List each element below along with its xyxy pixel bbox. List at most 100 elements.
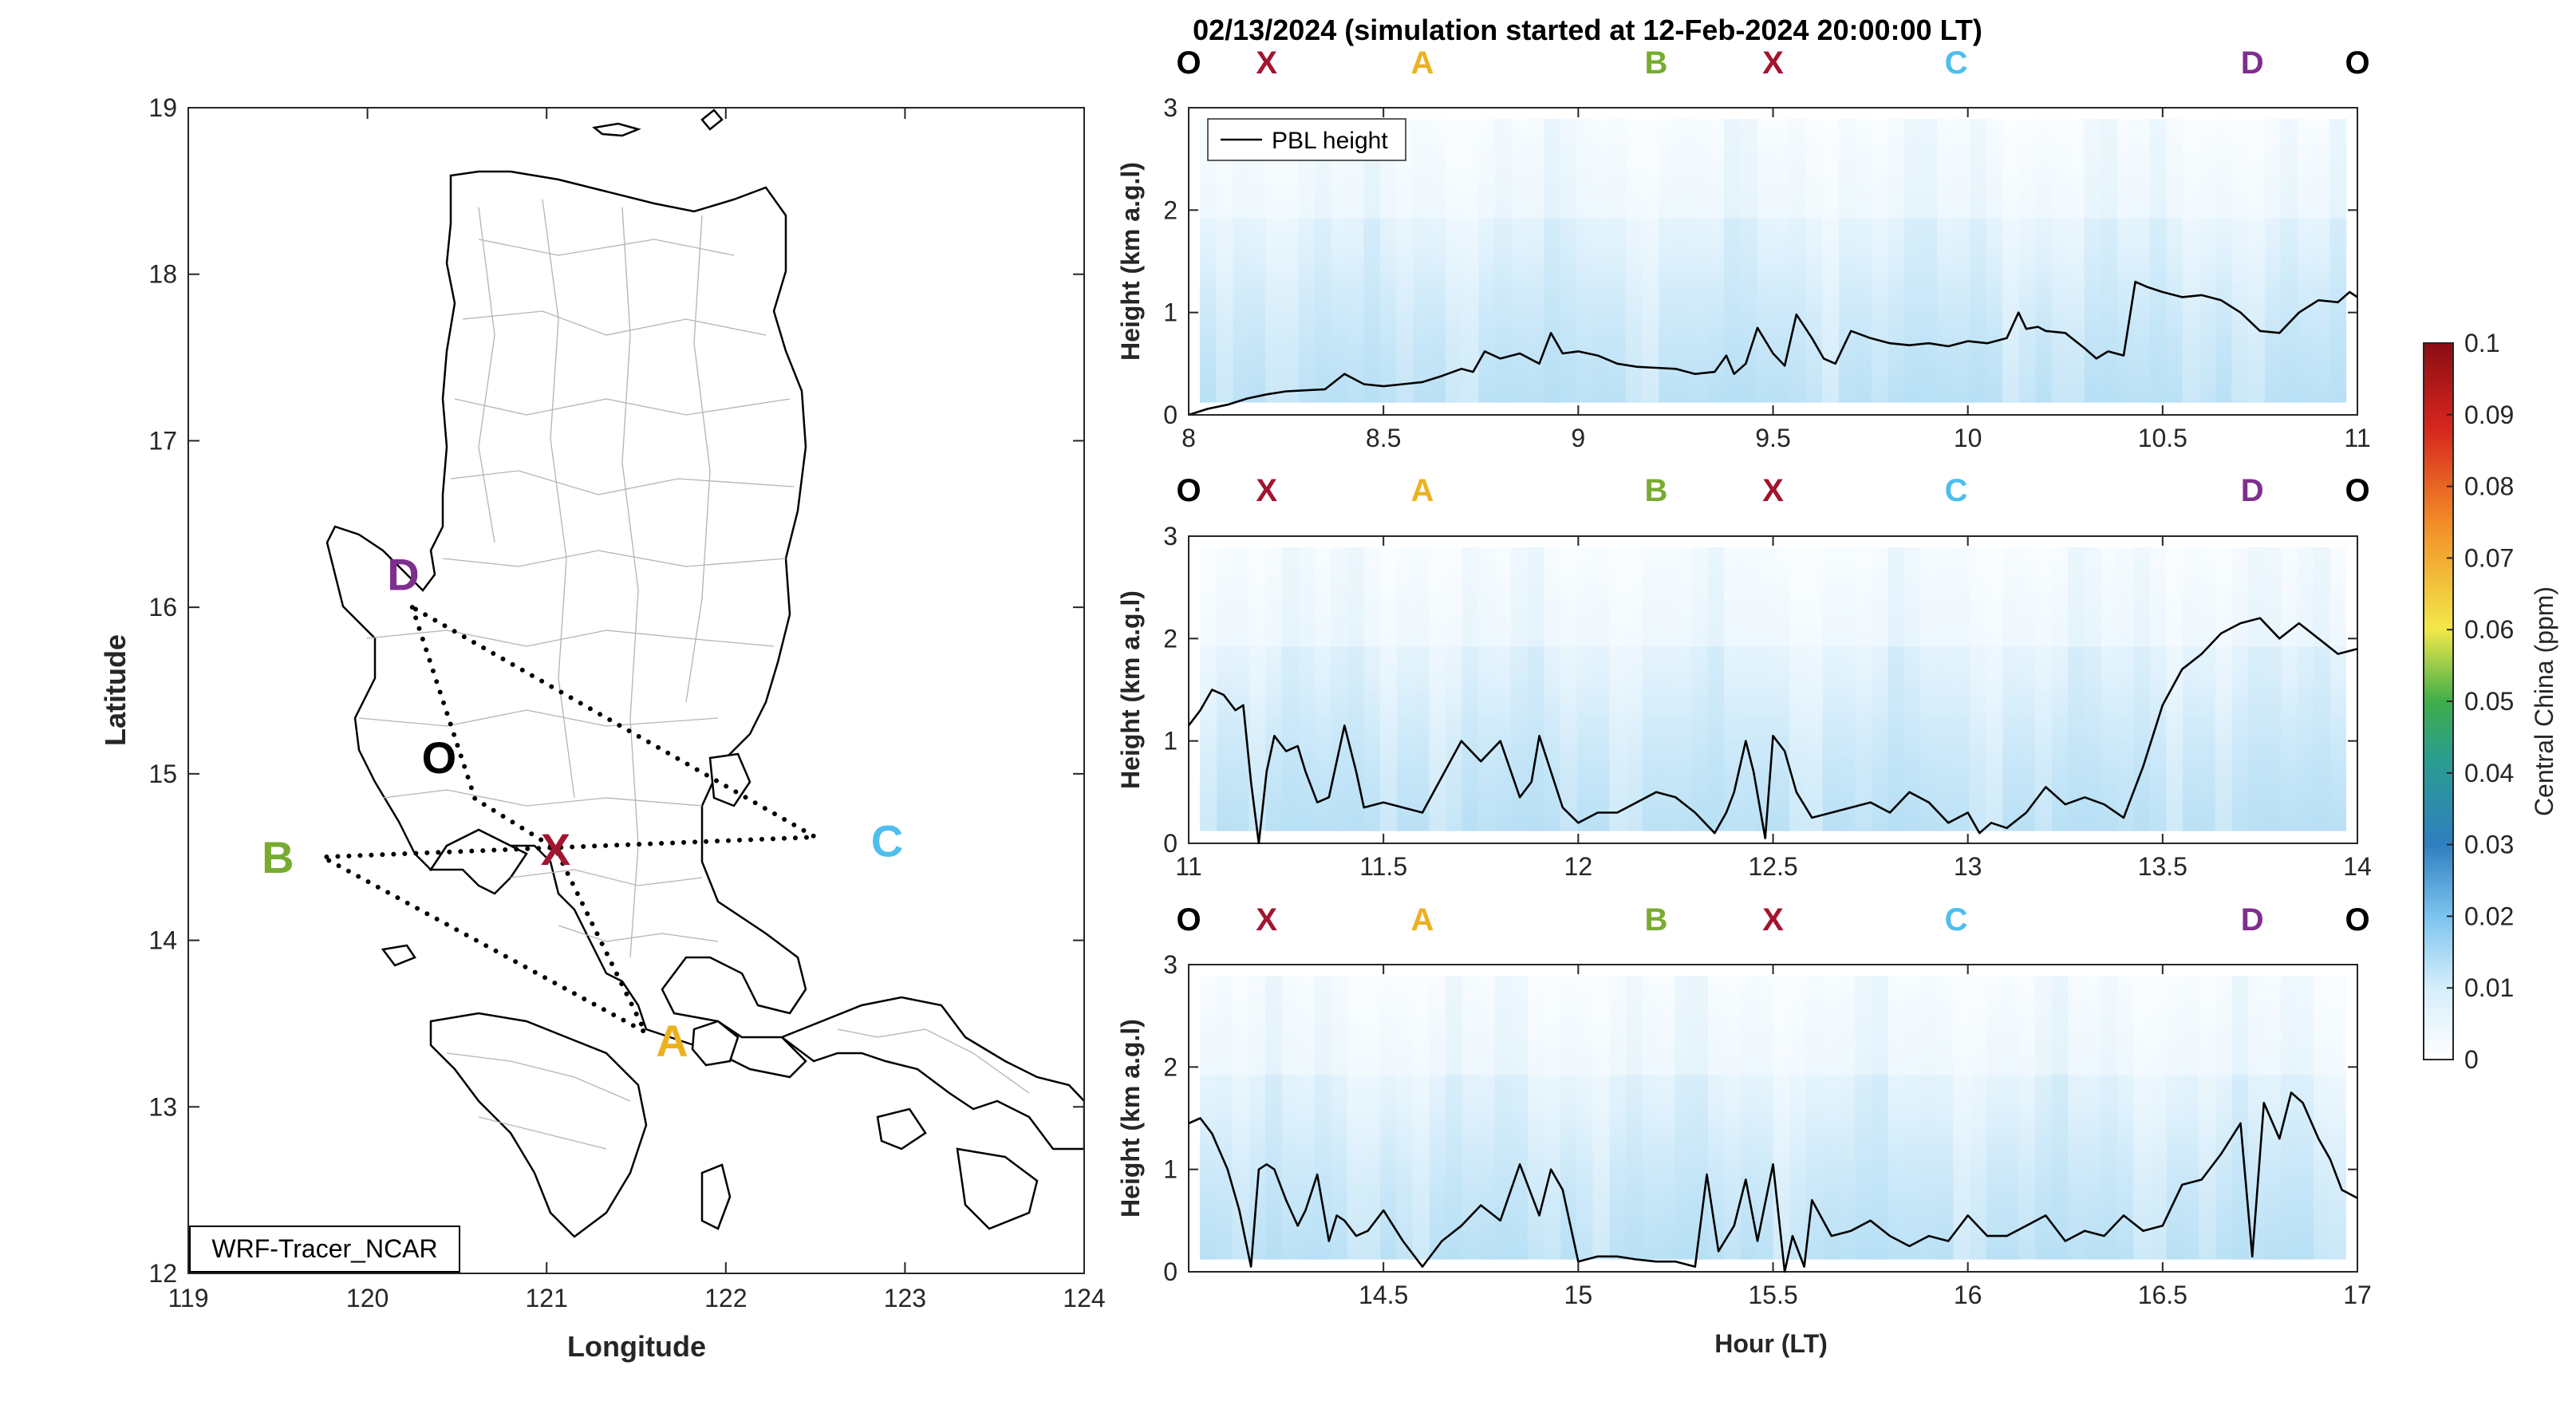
field-streak [2101, 119, 2118, 403]
ytick-label: 1 [1163, 298, 1178, 327]
field-streak [1855, 976, 1872, 1260]
xtick-label: 8.5 [1366, 424, 1401, 452]
map-xtick-label: 119 [168, 1284, 208, 1312]
field-streak [1412, 976, 1430, 1260]
field-streak [1690, 976, 1708, 1260]
field-streaks [1200, 547, 2330, 831]
field-streak [2133, 976, 2151, 1260]
field-streak [2116, 547, 2134, 831]
xtick-label: 12.5 [1748, 852, 1797, 881]
field-streak [2002, 547, 2019, 831]
field-streak [1527, 547, 1544, 831]
field-streak [1936, 547, 1954, 831]
field-streak [1707, 976, 1725, 1260]
map-point-c: C [871, 815, 903, 866]
field-streak [1462, 976, 1479, 1260]
concentration-field [1200, 119, 2346, 403]
legend-box [1207, 118, 1406, 161]
xtick-label: 17 [2343, 1281, 2372, 1309]
xtick-label: 10 [1954, 424, 1982, 452]
map-axes-frame [187, 107, 1085, 1274]
bataan [428, 828, 528, 895]
field-streak [1969, 547, 1986, 831]
field-streak [1805, 976, 1823, 1260]
field-streak [1363, 976, 1381, 1260]
field-streak [1249, 547, 1266, 831]
field-streak [1331, 547, 1348, 831]
field-streak [2280, 119, 2298, 403]
waypoint-label-o: O [1176, 902, 1201, 937]
ytick-label: 3 [1163, 950, 1178, 979]
field-streak [1953, 119, 1970, 403]
field-streak [1412, 547, 1430, 831]
waypoint-label-x: X [1256, 902, 1277, 937]
colorbar-tick-label: 0 [2464, 1045, 2479, 1074]
field-streak [2002, 976, 2019, 1260]
field-streak [1347, 547, 1364, 831]
xtick-label: 15.5 [1748, 1281, 1797, 1309]
field-streaks [1216, 976, 2347, 1260]
field-streak [1675, 119, 1692, 403]
xtick-label: 8 [1181, 424, 1196, 452]
field-fade [1200, 976, 2346, 1076]
map-ytick-label: 19 [148, 93, 177, 122]
field-streak [1363, 119, 1381, 403]
waypoint-label-x: X [1762, 902, 1784, 937]
field-streak [2068, 547, 2085, 831]
waypoint-label-x: X [1256, 473, 1277, 508]
model-label: WRF-Tracer_NCAR [211, 1234, 437, 1263]
field-streak [1544, 976, 1561, 1260]
colorbar-tick-label: 0.01 [2464, 973, 2514, 1002]
field-streak [2068, 119, 2085, 403]
xtick-label: 11 [1175, 852, 1201, 881]
field-streak [1527, 976, 1544, 1260]
field-streak [1723, 119, 1741, 403]
field-streak [2199, 547, 2216, 831]
field-streak [2149, 976, 2167, 1260]
lubang [381, 944, 416, 967]
map-point-a: A [656, 1016, 688, 1066]
map-ytick-label: 12 [148, 1259, 177, 1288]
waypoint-label-o: O [2345, 45, 2369, 81]
field-streak [2280, 976, 2298, 1260]
xtick-label: 11 [2344, 424, 2370, 452]
field-streak [2018, 976, 2036, 1260]
field-streak [2313, 547, 2330, 831]
field-streak [1412, 119, 1430, 403]
map-ytick-label: 15 [148, 760, 177, 788]
field-streak [2231, 976, 2249, 1260]
colorbar-tick-label: 0.07 [2464, 543, 2514, 572]
field-streak [1642, 119, 1659, 403]
field-streak [2182, 547, 2199, 831]
field-streak [1462, 547, 1479, 831]
waypoint-label-d: D [2241, 473, 2264, 508]
ylabel: Height (km a.g.l) [1116, 1019, 1145, 1218]
ytick-label: 1 [1163, 1155, 1178, 1184]
field-streak [1805, 119, 1823, 403]
field-streak [1216, 547, 1233, 831]
field-streak [1903, 119, 1921, 403]
xtick-label: 14 [2343, 852, 2372, 881]
admin-boundaries [358, 199, 1030, 1150]
field-streak [1560, 119, 1577, 403]
map-ytick-label: 17 [148, 426, 177, 455]
field-streak [1576, 119, 1594, 403]
waypoint-label-b: B [1645, 45, 1668, 81]
field-streak [1576, 976, 1594, 1260]
xtick-label: 14.5 [1359, 1281, 1408, 1309]
bicol [779, 996, 1084, 1151]
field-streak [1953, 547, 1970, 831]
field-streak [1494, 976, 1512, 1260]
field-streak [2116, 976, 2134, 1260]
field-streak [2101, 976, 2118, 1260]
field-streak [1314, 119, 1331, 403]
map-xtick-label: 122 [704, 1284, 747, 1312]
field-streak [1773, 976, 1790, 1260]
colorbar-ticks: 0 0.01 0.02 0.03 0.04 0.05 0.06 0.07 0.08 0.09 0.1 [2447, 329, 2514, 1074]
map-xtick-label: 124 [1063, 1284, 1105, 1312]
waypoint-label-x: X [1762, 45, 1784, 81]
field-streak [1249, 976, 1266, 1260]
field-streak [1855, 547, 1872, 831]
